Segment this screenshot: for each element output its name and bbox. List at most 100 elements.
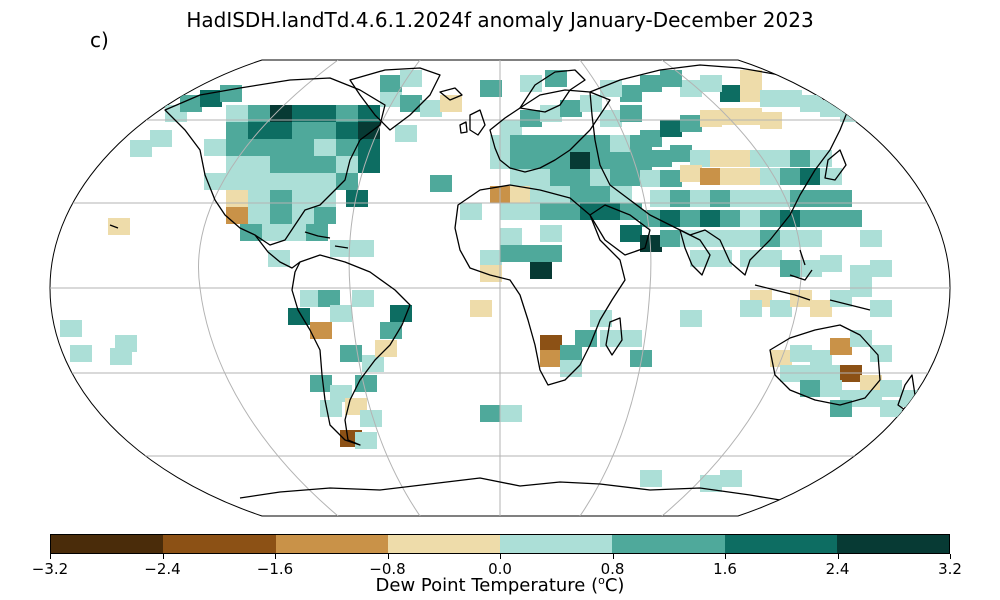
anomaly-cell [870, 260, 892, 277]
anomaly-cell [400, 95, 422, 112]
colorbar-segment [163, 535, 276, 553]
anomaly-cell [248, 156, 270, 173]
anomaly-cell [820, 380, 842, 397]
anomaly-cell [800, 380, 822, 397]
colorbar-tick-label: −0.8 [369, 560, 406, 578]
anomaly-cell [650, 150, 672, 167]
anomaly-cell [248, 139, 270, 156]
anomaly-cell [570, 186, 592, 203]
anomaly-cell [860, 230, 882, 247]
anomaly-cell [380, 75, 402, 92]
anomaly-cell [510, 152, 532, 169]
colorbar-tick [275, 554, 276, 559]
anomaly-cell [680, 230, 702, 247]
anomaly-cell [292, 190, 314, 207]
anomaly-cell [314, 173, 336, 190]
anomaly-cell [860, 390, 882, 407]
anomaly-cell [690, 190, 712, 207]
anomaly-cell [248, 190, 270, 207]
anomaly-cell [570, 152, 592, 169]
anomaly-cell [620, 105, 642, 122]
anomaly-cell [760, 250, 782, 267]
anomaly-cell [820, 255, 842, 272]
anomaly-cell [500, 228, 522, 245]
anomaly-cell [292, 139, 314, 156]
colorbar-segment [500, 535, 613, 553]
anomaly-cell [248, 173, 270, 190]
anomaly-cell [800, 260, 822, 277]
colorbar-tick-label: −1.6 [256, 560, 294, 578]
anomaly-cell [610, 186, 632, 203]
anomaly-cell [550, 152, 572, 169]
anomaly-cell [750, 190, 772, 207]
anomaly-cell [570, 135, 592, 152]
anomaly-cell [600, 330, 622, 347]
anomaly-cell [780, 260, 802, 277]
anomaly-cell [540, 225, 562, 242]
anomaly-cell [840, 210, 862, 227]
coastlines [109, 64, 916, 501]
anomaly-cell [284, 224, 306, 241]
anomaly-cells [60, 70, 922, 492]
anomaly-cell [810, 300, 832, 317]
anomaly-cell [510, 135, 532, 152]
anomaly-cell [320, 400, 342, 417]
anomaly-cell [670, 145, 692, 162]
anomaly-cell [570, 169, 592, 186]
anomaly-cell [480, 250, 502, 267]
anomaly-cell [820, 210, 842, 227]
anomaly-cell [470, 300, 492, 317]
anomaly-cell [770, 150, 792, 167]
anomaly-cell [790, 290, 812, 307]
colorbar-segment [724, 535, 837, 553]
anomaly-cell [710, 150, 732, 167]
anomaly-cell [560, 100, 582, 117]
anomaly-cell [780, 168, 802, 185]
anomaly-cell [560, 345, 582, 362]
colorbar-segment [612, 535, 725, 553]
anomaly-cell [820, 100, 842, 117]
anomaly-cell [310, 375, 332, 392]
anomaly-cell [530, 186, 552, 203]
colorbar-tick [387, 554, 389, 559]
colorbar-ticks: −3.2 −2.4 −1.6 −0.8 0.0 0.8 1.6 2.4 3.2 [0, 554, 1000, 584]
anomaly-cell [500, 120, 522, 137]
anomaly-cell [314, 105, 336, 122]
anomaly-cell [500, 203, 522, 220]
anomaly-cell [540, 350, 562, 367]
anomaly-cell [270, 207, 292, 224]
anomaly-cell [330, 385, 352, 402]
anomaly-cell [690, 150, 712, 167]
anomaly-cell [510, 186, 532, 203]
anomaly-cell [360, 410, 382, 427]
colorbar-tick [725, 554, 726, 559]
anomaly-cell [620, 225, 642, 242]
anomaly-cell [620, 203, 642, 220]
anomaly-cell [500, 245, 522, 262]
anomaly-cell [390, 305, 412, 322]
colorbar-segment [51, 535, 164, 553]
anomaly-cell [720, 108, 742, 125]
anomaly-cell [610, 169, 632, 186]
anomaly-cell [314, 156, 336, 173]
anomaly-cell [226, 156, 248, 173]
anomaly-cell [640, 130, 662, 147]
anomaly-cell [314, 207, 336, 224]
anomaly-cell [314, 122, 336, 139]
anomaly-cell [262, 224, 284, 241]
anomaly-cell [780, 90, 802, 107]
anomaly-cell [740, 70, 762, 87]
colorbar-tick [612, 554, 614, 559]
anomaly-cell [740, 230, 762, 247]
anomaly-cell [318, 290, 340, 307]
anomaly-cell [480, 265, 502, 282]
anomaly-cell [870, 300, 892, 317]
anomaly-cell [620, 85, 642, 102]
anomaly-cell [740, 85, 762, 102]
anomaly-cell [292, 156, 314, 173]
anomaly-cell [550, 169, 572, 186]
anomaly-cell [440, 95, 462, 112]
anomaly-cell [314, 139, 336, 156]
anomaly-cell [870, 345, 892, 362]
anomaly-cell [520, 75, 542, 92]
